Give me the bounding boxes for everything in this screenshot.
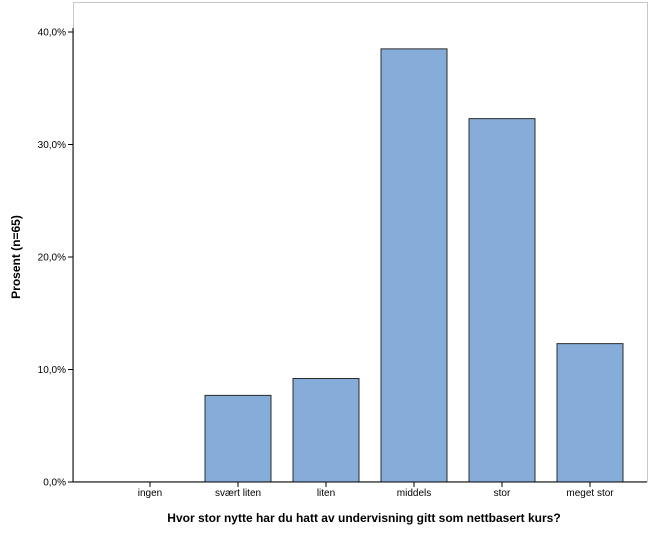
y-tick-label-4: 40,0%	[38, 28, 66, 39]
bar-3	[380, 48, 448, 483]
y-tick-label-1: 10,0%	[38, 365, 66, 376]
bar-5	[556, 343, 624, 483]
axes-layer	[68, 28, 647, 487]
x-tick-label-2: liten	[317, 488, 335, 499]
plot-area-border	[73, 2, 648, 482]
x-tick-label-3: middels	[397, 488, 431, 499]
x-tick-label-4: stor	[494, 488, 511, 499]
bars-layer	[204, 48, 624, 483]
y-tick-label-2: 20,0%	[38, 253, 66, 264]
x-axis-title: Hvor stor nytte har du hatt av undervisn…	[167, 511, 560, 525]
bar-1	[204, 394, 272, 483]
x-tick-label-1: svært liten	[215, 488, 261, 499]
bar-2	[292, 378, 360, 483]
y-tick-label-0: 0,0%	[43, 478, 66, 489]
y-axis-title: Prosent (n=65)	[9, 215, 23, 299]
labels-layer: 0,0% 10,0% 20,0% 30,0% 40,0% ingen svært liten…	[38, 28, 615, 500]
y-tick-label-3: 30,0%	[38, 140, 66, 151]
bar-4	[468, 118, 536, 483]
x-tick-label-0: ingen	[138, 488, 162, 499]
x-tick-label-5: meget stor	[566, 488, 614, 499]
